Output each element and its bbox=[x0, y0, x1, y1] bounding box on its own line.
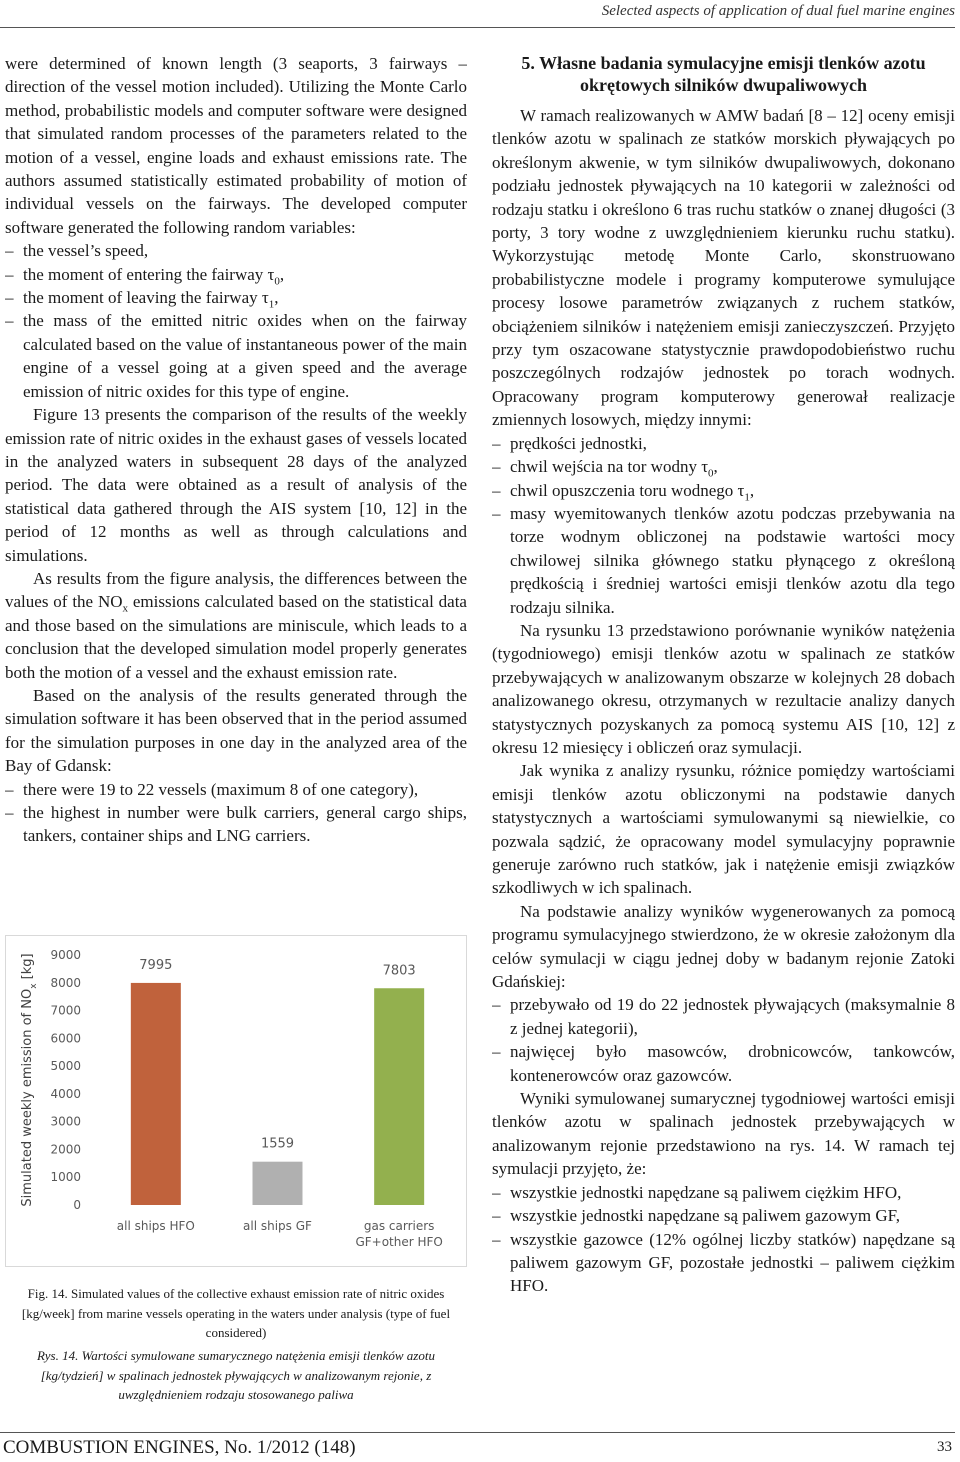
footer-rule bbox=[0, 1432, 955, 1433]
caption-pl: Rys. 14. Wartości symulowane sumaryczneg… bbox=[37, 1348, 435, 1402]
y-tick-label: 5000 bbox=[50, 1059, 81, 1073]
paragraph: Wyniki symulowanej sumarycznej tygodniow… bbox=[492, 1087, 955, 1181]
paragraph: were determined of known length (3 seapo… bbox=[5, 52, 467, 239]
text: Simulated weekly emission of NO bbox=[20, 989, 35, 1207]
section-heading: 5. Własne badania symulacyjne emisji tle… bbox=[521, 53, 926, 95]
y-tick-label: 2000 bbox=[50, 1142, 81, 1156]
list-item: masy wyemitowanych tlenków azotu podczas… bbox=[492, 502, 955, 619]
text: the moment of leaving the fairway τ bbox=[23, 288, 269, 308]
subscript: 0 bbox=[708, 467, 714, 480]
subscript: 1 bbox=[268, 298, 275, 311]
caption-en: Fig. 14. Simulated values of the collect… bbox=[21, 1286, 451, 1340]
page-number: 33 bbox=[937, 1439, 952, 1455]
value-label: 1559 bbox=[261, 1137, 294, 1152]
bar bbox=[252, 1161, 303, 1205]
list-item: the moment of entering the fairway τ0, bbox=[5, 263, 467, 288]
paragraph: Figure 13 presents the comparison of the… bbox=[5, 403, 467, 567]
list-item: prędkości jednostki, bbox=[492, 432, 955, 456]
value-label: 7803 bbox=[383, 963, 416, 978]
list: the vessel’s speed,the moment of enterin… bbox=[5, 239, 467, 403]
text: the vessel’s speed, bbox=[23, 241, 149, 261]
x-tick-label: all ships GF bbox=[243, 1219, 312, 1233]
value-label: 7995 bbox=[139, 958, 172, 973]
list-item: wszystkie gazowce (12% ogólnej liczby st… bbox=[492, 1228, 955, 1298]
subscript: x bbox=[122, 602, 129, 615]
text: Based on the analysis of the results gen… bbox=[5, 685, 467, 776]
text: , bbox=[713, 457, 718, 477]
text: Figure 13 presents the comparison of the… bbox=[5, 405, 467, 565]
text: prędkości jednostki, bbox=[510, 433, 647, 453]
text: , bbox=[749, 480, 755, 500]
paragraph: Na podstawie analizy wyników wygenerowan… bbox=[492, 900, 955, 994]
bar bbox=[374, 988, 425, 1205]
text: there were 19 to 22 vessels (maximum 8 o… bbox=[23, 779, 419, 799]
list: przebywało od 19 do 22 jednostek pływają… bbox=[492, 993, 955, 1087]
text: , bbox=[274, 288, 279, 308]
journal: COMBUSTION ENGINES, No. 1/2012 (148) bbox=[3, 1437, 356, 1458]
paragraph: Na rysunku 13 przedstawiono porównanie w… bbox=[492, 619, 955, 759]
y-tick-label: 0 bbox=[73, 1198, 81, 1212]
list-item: chwil opuszczenia toru wodnego τ1, bbox=[492, 479, 955, 503]
y-tick-label: 8000 bbox=[50, 976, 81, 990]
y-tick-label: 3000 bbox=[50, 1115, 81, 1129]
subscript: x bbox=[29, 983, 39, 989]
list-item: the mass of the emitted nitric oxides wh… bbox=[5, 309, 467, 403]
list-item: the highest in number were bulk carriers… bbox=[5, 801, 467, 848]
text: wszystkie jednostki napędzane są paliwem… bbox=[510, 1206, 901, 1226]
text: were determined of known length (3 seapo… bbox=[5, 54, 467, 237]
text: Jak wynika z analizy rysunku, różnice po… bbox=[492, 761, 955, 898]
x-tick-label: all ships HFO bbox=[116, 1219, 195, 1233]
y-tick-label: 9000 bbox=[50, 948, 81, 962]
text: wszystkie gazowce (12% ogólnej liczby st… bbox=[510, 1229, 955, 1296]
paragraph: W ramach realizowanych w AMW badań [8 – … bbox=[492, 104, 955, 432]
figure: 0 1000 2000 3000 4000 5000 6000 7000 8000 9000 Sim… bbox=[5, 935, 467, 1267]
list-item: the vessel’s speed, bbox=[5, 239, 467, 263]
list-item: there were 19 to 22 vessels (maximum 8 o… bbox=[5, 778, 467, 802]
text: emissions calculated based on the statis… bbox=[5, 592, 467, 682]
right-column: 5. Własne badania symulacyjne emisji tle… bbox=[492, 52, 955, 1407]
list: wszystkie jednostki napędzane są paliwem… bbox=[492, 1181, 955, 1298]
y-axis-label: Simulated weekly emission of NOx [kg] bbox=[20, 953, 39, 1206]
text: the mass of the emitted nitric oxides wh… bbox=[23, 311, 467, 401]
text: the moment of entering the fairway τ bbox=[23, 264, 275, 284]
bar bbox=[130, 982, 181, 1205]
list-item: the moment of leaving the fairway τ1, bbox=[5, 286, 467, 311]
text: chwil opuszczenia toru wodnego τ bbox=[510, 480, 745, 500]
list-item: wszystkie jednostki napędzane są paliwem… bbox=[492, 1181, 955, 1205]
list: prędkości jednostki,chwil wejścia na tor… bbox=[492, 432, 955, 619]
paragraph: As results from the figure analysis, the… bbox=[5, 567, 467, 684]
text: As results from the figure analysis, the… bbox=[5, 568, 467, 612]
text: W ramach realizowanych w AMW badań [8 – … bbox=[492, 106, 955, 430]
subscript: 0 bbox=[274, 275, 280, 288]
list-item: wszystkie jednostki napędzane są paliwem… bbox=[492, 1204, 955, 1228]
text: Na rysunku 13 przedstawiono porównanie w… bbox=[492, 620, 955, 757]
text: , bbox=[279, 264, 285, 284]
subscript: 1 bbox=[744, 490, 750, 503]
text: wszystkie jednostki napędzane są paliwem… bbox=[510, 1182, 902, 1202]
text: chwil wejścia na tor wodny τ bbox=[510, 457, 709, 477]
y-tick-label: 4000 bbox=[50, 1087, 81, 1101]
text: the highest in number were bulk carriers… bbox=[23, 803, 467, 846]
text: [kg] bbox=[20, 953, 35, 983]
y-tick-label: 6000 bbox=[50, 1031, 81, 1045]
list-item: najwięcej było masowców, drobnicowców, t… bbox=[492, 1040, 955, 1087]
list: there were 19 to 22 vessels (maximum 8 o… bbox=[5, 778, 467, 848]
text: najwięcej było masowców, drobnicowców, t… bbox=[510, 1042, 955, 1085]
paragraph: Jak wynika z analizy rysunku, różnice po… bbox=[492, 759, 955, 899]
x-tick-label: gas carriers GF+other HFO bbox=[355, 1219, 443, 1249]
text: masy wyemitowanych tlenków azotu podczas… bbox=[510, 503, 955, 617]
chart: 0 1000 2000 3000 4000 5000 6000 7000 8000 9000 Sim… bbox=[5, 935, 467, 1267]
text: Na podstawie analizy wyników wygenerowan… bbox=[492, 901, 955, 992]
text: przebywało od 19 do 22 jednostek pływają… bbox=[510, 995, 955, 1038]
running-header: Selected aspects of application of dual … bbox=[0, 0, 955, 28]
list-item: przebywało od 19 do 22 jednostek pływają… bbox=[492, 993, 955, 1040]
text: Wyniki symulowanej sumarycznej tygodniow… bbox=[492, 1089, 955, 1179]
paragraph: Based on the analysis of the results gen… bbox=[5, 684, 467, 778]
left-column: were determined of known length (3 seapo… bbox=[5, 52, 467, 927]
y-tick-label: 7000 bbox=[50, 1004, 81, 1018]
list-item: chwil wejścia na tor wodny τ0, bbox=[492, 455, 955, 480]
y-tick-label: 1000 bbox=[50, 1170, 81, 1184]
